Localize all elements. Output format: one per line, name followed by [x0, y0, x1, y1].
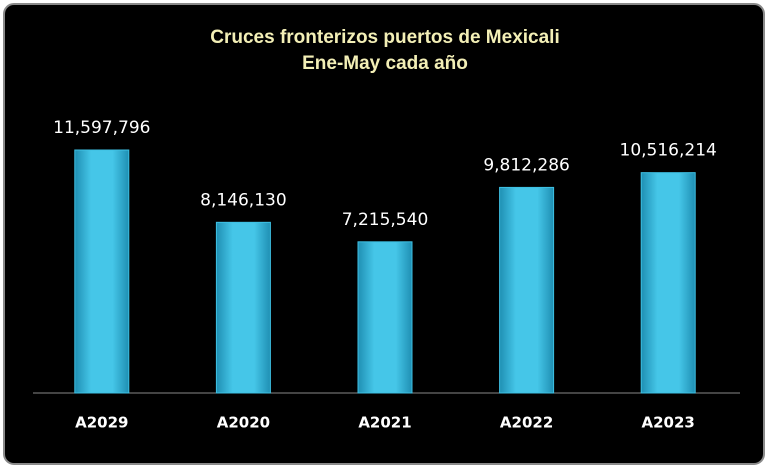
- x-tick-label: A2021: [358, 414, 411, 432]
- value-label: 9,812,286: [483, 155, 570, 175]
- x-tick-label: A2023: [642, 414, 695, 432]
- value-label: 10,516,214: [620, 141, 717, 161]
- bar: [357, 241, 413, 394]
- value-label: 7,215,540: [342, 210, 429, 230]
- x-tick-label: A2020: [217, 414, 270, 432]
- bar: [499, 186, 555, 394]
- value-label: 8,146,130: [200, 190, 287, 210]
- value-label: 11,597,796: [53, 118, 150, 138]
- x-tick-label: A2022: [500, 414, 553, 432]
- chart-frame: [3, 3, 765, 465]
- x-tick-label: A2029: [75, 414, 128, 432]
- chart-title: Cruces fronterizos puertos de Mexicali: [210, 27, 560, 48]
- bar: [215, 221, 271, 394]
- chart-subtitle: Ene-May cada año: [302, 53, 468, 74]
- bar: [640, 172, 696, 394]
- bar: [74, 149, 130, 394]
